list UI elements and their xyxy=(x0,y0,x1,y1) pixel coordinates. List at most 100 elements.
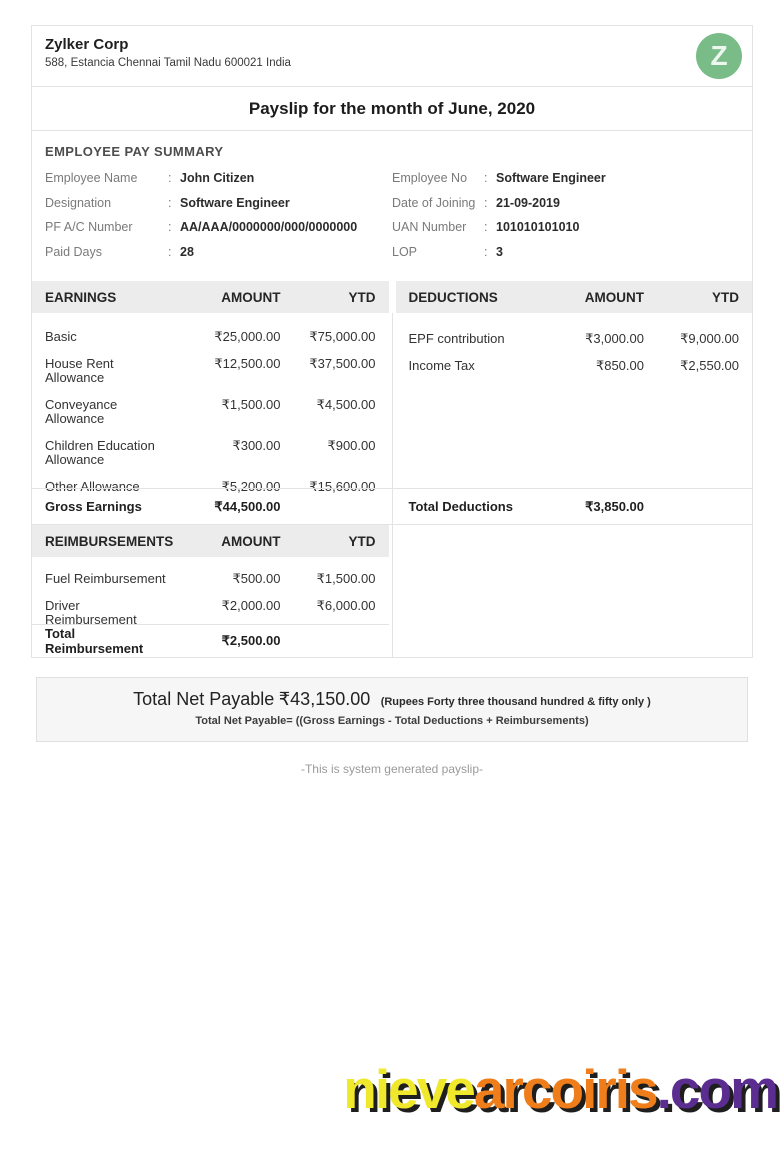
row-label: Fuel Reimbursement xyxy=(45,570,166,586)
row-ytd: ₹4,500.00 xyxy=(316,396,376,412)
table-row: Fuel Reimbursement ₹500.00 ₹1,500.00 xyxy=(32,565,389,592)
reimbursements-header-row: REIMBURSEMENTS AMOUNT YTD xyxy=(32,525,389,557)
row-ytd: ₹1,500.00 xyxy=(316,570,376,586)
employee-pay-summary: EMPLOYEE PAY SUMMARY Employee Name : Joh… xyxy=(32,131,752,281)
summary-left-column: Employee Name : John Citizen Designation… xyxy=(45,171,392,269)
field-value: 21-09-2019 xyxy=(496,195,560,210)
field-separator: : xyxy=(484,171,488,185)
column-header: AMOUNT xyxy=(221,289,281,305)
field-label: PF A/C Number xyxy=(45,220,133,234)
payslip-sheet: Zylker Corp 588, Estancia Chennai Tamil … xyxy=(31,25,753,658)
field-separator: : xyxy=(484,244,488,259)
row-label: Basic xyxy=(45,328,77,344)
field-separator: : xyxy=(168,171,172,185)
summary-row-lop: LOP : 3 xyxy=(392,245,739,259)
row-amount: ₹25,000.00 xyxy=(214,328,281,344)
field-label: Date of Joining xyxy=(392,195,476,210)
summary-row-paid-days: Paid Days : 28 xyxy=(45,245,392,259)
deductions-rows: EPF contribution ₹3,000.00 ₹9,000.00 Inc… xyxy=(396,313,753,488)
reimbursements-rows: Fuel Reimbursement ₹500.00 ₹1,500.00 Dri… xyxy=(32,557,389,626)
column-header: EARNINGS xyxy=(45,289,117,305)
summary-heading: EMPLOYEE PAY SUMMARY xyxy=(45,144,224,159)
row-amount: ₹5,200.00 xyxy=(221,478,281,494)
net-payable-label: Total Net Payable xyxy=(133,689,275,709)
column-header: AMOUNT xyxy=(221,533,281,549)
row-ytd: ₹2,550.00 xyxy=(680,357,739,373)
payslip-title: Payslip for the month of June, 2020 xyxy=(248,98,536,118)
summary-right-column: Employee No : Software Engineer Date of … xyxy=(392,171,739,269)
gross-earnings-row: Gross Earnings ₹44,500.00 xyxy=(32,489,389,524)
summary-row-designation: Designation : Software Engineer xyxy=(45,196,392,210)
watermark-part-yellow: nieve xyxy=(343,1058,476,1120)
net-payable-amount: ₹43,150.00 xyxy=(278,689,371,709)
summary-row-pf-number: PF A/C Number : AA/AAA/0000000/000/00000… xyxy=(45,220,392,234)
table-row: Other Allowance ₹5,200.00 ₹15,600.00 xyxy=(32,473,389,500)
field-separator: : xyxy=(168,244,172,259)
row-amount: ₹12,500.00 xyxy=(214,355,281,371)
table-row: Conveyance Allowance ₹1,500.00 ₹4,500.00 xyxy=(32,391,389,432)
column-header: REIMBURSEMENTS xyxy=(45,533,174,549)
row-ytd: ₹6,000.00 xyxy=(316,597,376,613)
earnings-header-row: EARNINGS AMOUNT YTD xyxy=(32,281,389,313)
company-name: Zylker Corp xyxy=(45,36,129,53)
total-deductions-row: Total Deductions ₹3,850.00 xyxy=(396,489,753,524)
system-generated-note: -This is system generated payslip- xyxy=(300,762,484,776)
total-amount: ₹2,500.00 xyxy=(221,633,281,648)
total-amount: ₹3,850.00 xyxy=(585,498,644,514)
column-header: YTD xyxy=(348,533,376,549)
table-row: Driver Reimbursement ₹2,000.00 ₹6,000.00 xyxy=(32,592,389,633)
net-payable-in-words: (Rupees Forty three thousand hundred & f… xyxy=(380,696,651,708)
logo-letter: Z xyxy=(710,40,728,71)
company-address: 588, Estancia Chennai Tamil Nadu 600021 … xyxy=(45,57,291,69)
field-label: LOP xyxy=(392,244,418,259)
row-ytd: ₹15,600.00 xyxy=(309,478,376,494)
row-label: Other Allowance xyxy=(45,478,140,494)
row-amount: ₹2,000.00 xyxy=(221,597,281,613)
total-amount: ₹44,500.00 xyxy=(214,498,281,514)
field-value: 3 xyxy=(496,244,503,259)
table-row: Children Education Allowance ₹300.00 ₹90… xyxy=(32,432,389,473)
field-label: Designation xyxy=(45,195,112,210)
watermark-part-orange: arcoiris xyxy=(473,1058,659,1120)
row-label: Conveyance Allowance xyxy=(45,396,118,426)
total-label: Total Deductions xyxy=(408,499,513,514)
row-label: House Rent Allowance xyxy=(45,355,114,385)
row-ytd: ₹37,500.00 xyxy=(309,355,376,371)
field-label: UAN Number xyxy=(392,220,467,234)
watermark-part-purple: .com xyxy=(656,1058,779,1120)
earnings-rows: Basic ₹25,000.00 ₹75,000.00 House Rent A… xyxy=(32,313,389,493)
row-amount: ₹500.00 xyxy=(232,570,281,586)
pay-tables: EARNINGS AMOUNT YTD DEDUCTIONS AMOUNT YT… xyxy=(32,281,752,657)
row-amount: ₹1,500.00 xyxy=(221,396,281,412)
summary-grid: Employee Name : John Citizen Designation… xyxy=(45,171,739,269)
total-label: Total Reimbursement xyxy=(45,626,144,656)
row-amount: ₹300.00 xyxy=(232,437,281,453)
total-label: Gross Earnings xyxy=(45,499,142,514)
row-ytd: ₹75,000.00 xyxy=(309,328,376,344)
field-value: 101010101010 xyxy=(496,220,580,234)
net-payable-line: Total Net Payable ₹43,150.00 (Rupees For… xyxy=(37,689,747,710)
field-separator: : xyxy=(484,195,488,210)
field-label: Paid Days xyxy=(45,244,102,259)
total-reimbursement-row: Total Reimbursement ₹2,500.00 xyxy=(32,624,389,657)
payslip-title-bar: Payslip for the month of June, 2020 xyxy=(32,87,752,131)
summary-row-date-of-joining: Date of Joining : 21-09-2019 xyxy=(392,196,739,210)
row-amount: ₹850.00 xyxy=(595,357,644,373)
row-ytd: ₹9,000.00 xyxy=(680,330,739,346)
field-value: Software Engineer xyxy=(180,195,290,210)
summary-row-employee-name: Employee Name : John Citizen xyxy=(45,171,392,185)
row-amount: ₹3,000.00 xyxy=(585,330,644,346)
field-label: Employee Name xyxy=(45,171,138,185)
summary-row-employee-no: Employee No : Software Engineer xyxy=(392,171,739,185)
site-watermark: nievearcoiris.com xyxy=(343,1062,779,1117)
row-ytd: ₹900.00 xyxy=(327,437,376,453)
company-header: Zylker Corp 588, Estancia Chennai Tamil … xyxy=(32,26,752,87)
field-value: AA/AAA/0000000/000/0000000 xyxy=(180,220,358,234)
table-row: EPF contribution ₹3,000.00 ₹9,000.00 xyxy=(396,325,753,352)
total-net-payable-box: Total Net Payable ₹43,150.00 (Rupees For… xyxy=(36,677,748,742)
column-divider xyxy=(392,313,393,657)
row-label: Children Education Allowance xyxy=(45,437,155,467)
table-row: House Rent Allowance ₹12,500.00 ₹37,500.… xyxy=(32,350,389,391)
field-value: John Citizen xyxy=(180,171,255,185)
column-header: AMOUNT xyxy=(584,289,644,305)
